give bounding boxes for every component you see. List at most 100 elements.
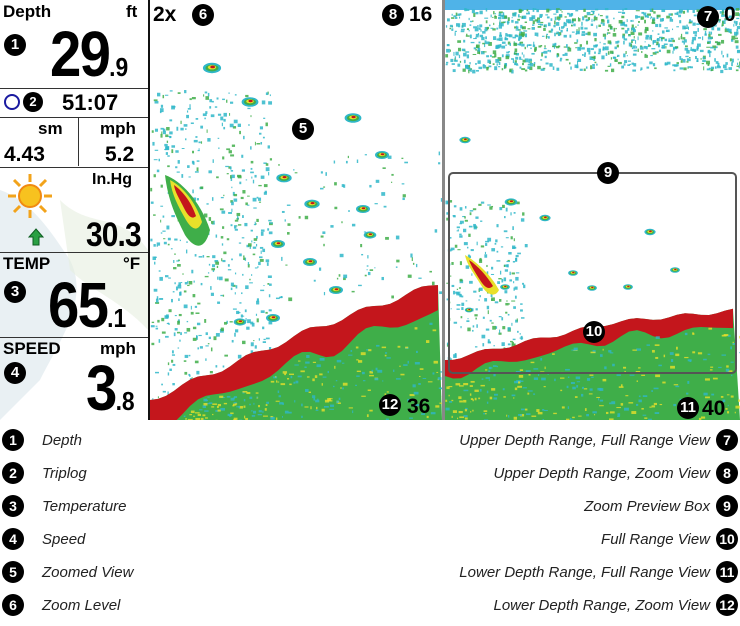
sonar-clutter (239, 302, 242, 304)
sonar-speckle (698, 417, 702, 420)
sonar-clutter (156, 296, 159, 300)
sonar-clutter (515, 319, 518, 323)
sonar-clutter (644, 15, 649, 18)
sonar-clutter (466, 246, 469, 249)
sonar-clutter (476, 241, 478, 246)
sonar-clutter (726, 53, 729, 58)
sonar-speckle (689, 360, 692, 362)
sonar-speckle (533, 393, 536, 395)
sonar-clutter (631, 27, 636, 31)
sonar-clutter (475, 308, 478, 311)
sonar-clutter (585, 66, 588, 69)
sonar-clutter (492, 50, 497, 55)
sonar-clutter (556, 8, 560, 10)
sonar-clutter (209, 99, 213, 103)
sonar-clutter (182, 273, 184, 275)
sonar-clutter (208, 336, 211, 340)
sonar-clutter (220, 327, 224, 332)
sonar-clutter (598, 24, 601, 27)
sonar-clutter (237, 123, 241, 127)
sonar-clutter (522, 212, 525, 216)
sonar-clutter (469, 255, 472, 258)
sonar-clutter (659, 18, 663, 22)
sonar-speckle (478, 397, 481, 400)
sonar-speckle (513, 416, 518, 420)
sonar-clutter (459, 294, 462, 298)
sonar-clutter (475, 11, 479, 15)
sonar-clutter (708, 67, 711, 69)
sonar-clutter (179, 291, 182, 296)
sonar-clutter (736, 31, 739, 35)
sonar-clutter (223, 118, 226, 122)
sonar-speckle (472, 409, 474, 412)
sonar-clutter (258, 184, 262, 187)
sonar-clutter (226, 148, 231, 151)
sonar-clutter (205, 332, 208, 336)
sonar-clutter (260, 175, 265, 179)
sonar-clutter (266, 262, 269, 266)
sonar-clutter (623, 38, 628, 41)
sonar-clutter (221, 258, 223, 262)
sonar-clutter (509, 43, 512, 46)
sonar-clutter (541, 53, 543, 57)
sonar-clutter (208, 217, 212, 221)
sonar-clutter (203, 94, 205, 97)
sonar-clutter (546, 33, 549, 36)
sonar-clutter (231, 201, 234, 206)
sonar-speckle (437, 377, 442, 380)
sonar-clutter (224, 278, 229, 282)
sonar-clutter (151, 130, 154, 133)
sonar-clutter (220, 196, 224, 199)
sonar-clutter (519, 31, 523, 34)
legend-label: Zoom Preview Box (584, 497, 710, 515)
sonar-speckle (433, 360, 438, 364)
sonar-clutter (593, 15, 596, 18)
sonar-speckle (340, 387, 342, 389)
sonar-clutter (533, 41, 535, 46)
sonar-clutter (472, 325, 475, 328)
sonar-clutter (685, 31, 689, 35)
sonar-clutter (670, 13, 673, 16)
sonar-clutter (691, 39, 694, 42)
sonar-clutter (621, 11, 626, 15)
sonar-clutter (245, 179, 248, 181)
sonar-clutter (500, 246, 504, 248)
sonar-clutter (581, 47, 585, 50)
sonar-clutter (615, 27, 617, 30)
sonar-clutter (247, 107, 251, 110)
sonar-clutter (693, 31, 698, 34)
sonar-clutter (500, 14, 504, 17)
sonar-clutter (241, 292, 243, 295)
sonar-speckle (310, 406, 312, 410)
sonar-speckle (287, 377, 290, 380)
sonar-speckle (312, 378, 315, 382)
sonar-clutter (584, 15, 588, 18)
sonar-clutter (219, 208, 224, 211)
sonar-clutter (480, 220, 483, 222)
sonar-clutter (583, 54, 586, 57)
sonar-clutter (236, 212, 241, 217)
sonar-speckle (202, 414, 206, 417)
sonar-clutter (320, 187, 324, 190)
sonar-clutter (462, 215, 465, 218)
sonar-clutter (484, 43, 486, 48)
sonar-speckle (537, 374, 540, 376)
sonar-clutter (574, 42, 578, 44)
sonar-clutter (590, 10, 595, 13)
sonar-clutter (458, 16, 461, 19)
sonar-speckle (405, 346, 409, 349)
sonar-clutter (213, 220, 215, 225)
zoom-preview-box[interactable] (448, 172, 737, 374)
sonar-clutter (239, 130, 241, 135)
sonar-clutter (469, 280, 473, 284)
sonar-clutter (446, 44, 450, 47)
sonar-speckle (230, 412, 234, 415)
sonar-clutter (601, 55, 605, 60)
sonar-speckle (598, 398, 600, 401)
sonar-clutter (453, 205, 457, 208)
legend-label: Upper Depth Range, Full Range View (459, 431, 710, 449)
sonar-clutter (159, 276, 163, 281)
sonar-speckle (193, 415, 196, 417)
trip-speed: 5.2 (105, 143, 135, 166)
sonar-clutter (501, 21, 506, 24)
